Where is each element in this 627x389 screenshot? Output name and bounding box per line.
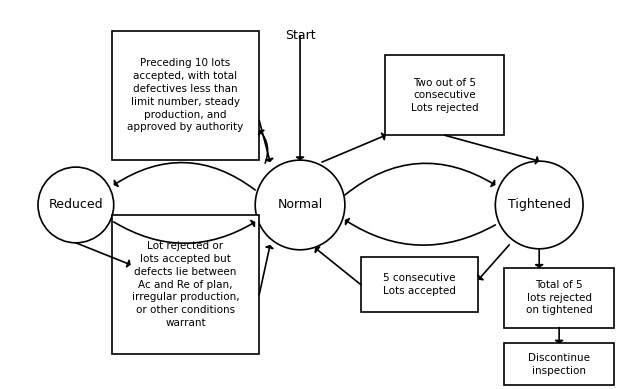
FancyBboxPatch shape bbox=[112, 215, 259, 354]
Ellipse shape bbox=[38, 167, 113, 243]
Text: 5 consecutive
Lots accepted: 5 consecutive Lots accepted bbox=[383, 273, 456, 296]
Text: Total of 5
lots rejected
on tightened: Total of 5 lots rejected on tightened bbox=[526, 280, 593, 315]
Text: Tightened: Tightened bbox=[508, 198, 571, 212]
FancyBboxPatch shape bbox=[385, 56, 504, 135]
Text: Preceding 10 lots
accepted, with total
defectives less than
limit number, steady: Preceding 10 lots accepted, with total d… bbox=[127, 58, 243, 132]
Text: Normal: Normal bbox=[277, 198, 323, 212]
Ellipse shape bbox=[495, 161, 583, 249]
FancyBboxPatch shape bbox=[361, 257, 478, 312]
FancyBboxPatch shape bbox=[504, 268, 614, 328]
Ellipse shape bbox=[255, 160, 345, 250]
FancyBboxPatch shape bbox=[112, 31, 259, 160]
Text: Discontinue
inspection: Discontinue inspection bbox=[528, 353, 590, 376]
Text: Lot rejected or
lots accepted but
defects lie between
Ac and Re of plan,
irregul: Lot rejected or lots accepted but defect… bbox=[132, 241, 240, 328]
Text: Reduced: Reduced bbox=[48, 198, 103, 212]
Text: Two out of 5
consecutive
Lots rejected: Two out of 5 consecutive Lots rejected bbox=[411, 77, 478, 113]
Text: Start: Start bbox=[285, 29, 315, 42]
FancyBboxPatch shape bbox=[504, 343, 614, 385]
